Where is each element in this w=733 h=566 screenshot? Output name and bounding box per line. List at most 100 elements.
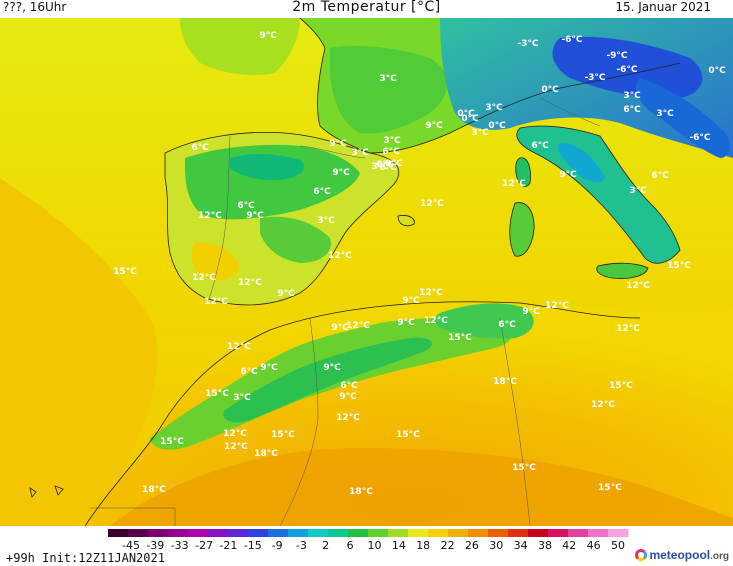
legend-color-swatch [548, 529, 569, 537]
temperature-label: 15°C [598, 483, 622, 493]
legend-color-swatch [408, 529, 429, 537]
legend-color-swatch [508, 529, 529, 537]
temperature-label: 0°C [708, 66, 726, 76]
temperature-label: 15°C [271, 430, 295, 440]
temperature-label: 12°C [336, 413, 360, 423]
temperature-label: 3°C [629, 186, 647, 196]
legend-color-swatch [208, 529, 229, 537]
temperature-label: 6°C [237, 201, 255, 211]
temperature-map[interactable]: 9°C 3°C -3°C -6°C -9°C -6°C 0°C -3°C 0°C 3°C 6°C 3°… [0, 18, 733, 526]
temperature-label: 3°C [317, 216, 335, 226]
tunisia-highlands [434, 303, 534, 339]
legend-color-swatch [368, 529, 389, 537]
temperature-label: 12°C [238, 278, 262, 288]
temperature-label: 9°C [323, 363, 341, 373]
legend-color-swatch [608, 529, 629, 537]
temperature-label: 9°C [402, 296, 420, 306]
legend-color-swatch [288, 529, 309, 537]
legend-color-swatch [448, 529, 469, 537]
temperature-label: 18°C [349, 487, 373, 497]
legend-color-swatch [268, 529, 289, 537]
temperature-label: 6°C [191, 143, 209, 153]
temperature-label: -3°C [517, 39, 538, 49]
legend-tick-label: 46 [587, 539, 601, 550]
temperature-label: -6°C [561, 35, 582, 45]
temperature-label: 3°C [383, 136, 401, 146]
map-title: 2m Temperatur [°C] [292, 0, 441, 15]
temperature-label: 15°C [396, 430, 420, 440]
legend-tick-label: 42 [562, 539, 576, 550]
legend-color-swatch [308, 529, 329, 537]
temperature-label: 9°C [260, 363, 278, 373]
temperature-label: 9°C [329, 139, 347, 149]
legend-color-swatch [528, 529, 549, 537]
temperature-label: 12°C [420, 199, 444, 209]
logo-ring-icon [635, 549, 648, 561]
temperature-label: 15°C [160, 437, 184, 447]
temperature-label: 6°C [531, 141, 549, 151]
temperature-label: 12°C [502, 179, 526, 189]
forecast-date: 15. Januar 2021 [615, 0, 711, 14]
temperature-label: 9°C [339, 392, 357, 402]
temperature-label: 0°C [488, 121, 506, 131]
temperature-label: 12°C [328, 251, 352, 261]
temperature-label: 9°C [277, 289, 295, 299]
temperature-label: 6°C [651, 171, 669, 181]
legend-color-swatch [468, 529, 489, 537]
temperature-label: 9°C [385, 159, 403, 169]
temperature-label: 12°C [424, 316, 448, 326]
legend-tick-label: -21 [219, 539, 237, 550]
temperature-field: 9°C3°C-3°C -6°C-9°C-6°C 0°C-3°C0°C3°C6°C 3°… [0, 18, 733, 526]
temperature-label: 15°C [512, 463, 536, 473]
legend-color-swatch [188, 529, 209, 537]
temperature-label: 12°C [545, 301, 569, 311]
temperature-label: 12°C [591, 400, 615, 410]
temperature-label: 6°C [382, 147, 400, 157]
meteopool-logo[interactable]: meteopool.org [635, 548, 729, 562]
legend-tick-label: -45 [122, 539, 140, 550]
temperature-label: 12°C [419, 288, 443, 298]
legend-color-swatch [228, 529, 249, 537]
temperature-label: 3°C [485, 103, 503, 113]
temperature-label: 6°C [240, 367, 258, 377]
legend-tick-label: 14 [392, 539, 406, 550]
legend-tick-label: -39 [146, 539, 164, 550]
legend-tick-label: 30 [489, 539, 503, 550]
legend-tick-label: 18 [416, 539, 430, 550]
temperature-label: 6°C [379, 163, 397, 173]
sicily [596, 263, 648, 279]
temperature-label: 3°C [351, 148, 369, 158]
temperature-label: 9°C [332, 168, 350, 178]
temperature-label: 12°C [227, 342, 251, 352]
logo-suffix: .org [710, 551, 729, 562]
legend-tick-label: 2 [322, 539, 329, 550]
iberia-south-warm [191, 242, 240, 280]
legend-tick-label: 50 [611, 539, 625, 550]
temperature-label: 18°C [254, 449, 278, 459]
temperature-label: 3°C [656, 109, 674, 119]
temperature-label: 3°C [623, 91, 641, 101]
footer-bar: -45 -39 -33 -27 -21 -15 -9 -3 2 6 10 14 18 22 26 30 34 38… [0, 526, 733, 566]
temperature-label: 3°C [471, 128, 489, 138]
legend-color-swatch [488, 529, 509, 537]
legend-tick-label: -3 [296, 539, 307, 550]
temperature-label: 9°C [559, 170, 577, 180]
temperature-label: 12°C [198, 211, 222, 221]
temperature-label: 9°C [397, 318, 415, 328]
legend-color-swatch [568, 529, 589, 537]
temperature-label: 12°C [626, 281, 650, 291]
legend-tick-label: 6 [347, 539, 354, 550]
temperature-label: 9°C [425, 121, 443, 131]
sahara-warm [110, 448, 733, 526]
temperature-label: -9°C [606, 51, 627, 61]
legend-tick-label: -33 [171, 539, 189, 550]
cantabrian-mountains [230, 153, 304, 181]
temperature-label: 9°C [246, 211, 264, 221]
temperature-label: 12°C [224, 442, 248, 452]
legend-tick-label: -27 [195, 539, 213, 550]
temperature-label: 6°C [498, 320, 516, 330]
temperature-label: 6°C [340, 381, 358, 391]
forecast-time-label: ???, 16Uhr [3, 0, 67, 14]
legend-color-swatch [588, 529, 609, 537]
